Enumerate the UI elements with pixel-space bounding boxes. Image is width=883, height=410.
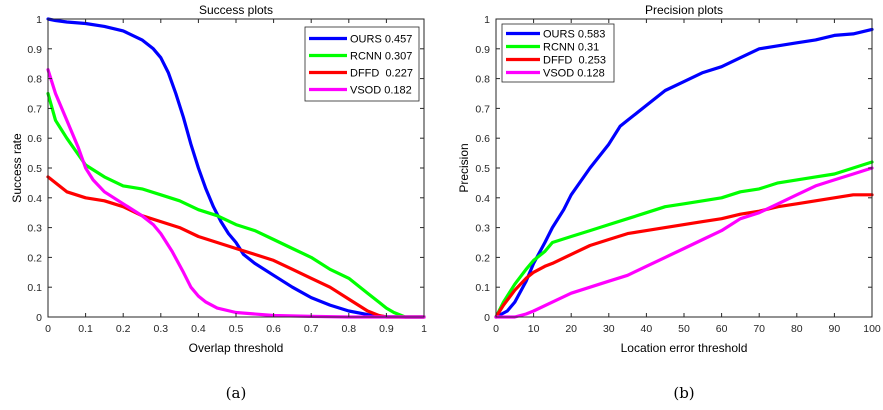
legend-label-2: DFFD 0.227	[350, 68, 413, 80]
y-tick-label: 0.2	[475, 252, 490, 264]
y-tick-label: 0.9	[475, 44, 490, 56]
x-tick-label: 60	[716, 323, 728, 335]
series-layer	[494, 27, 874, 319]
legend-label-1: RCNN 0.307	[350, 51, 412, 63]
y-axis-label: Success rate	[10, 133, 24, 203]
y-tick-label: 0.6	[475, 133, 490, 145]
y-tick-label: 0.5	[27, 163, 42, 175]
y-tick-label: 0	[36, 312, 42, 324]
series-layer	[46, 17, 426, 319]
y-tick-label: 1	[36, 14, 42, 26]
x-tick-label: 0.8	[341, 323, 356, 335]
x-tick-label: 20	[565, 323, 577, 335]
legend-label-3: VSOD 0.128	[543, 68, 605, 80]
legend-label-2: DFFD 0.253	[543, 55, 606, 67]
series-line-3	[46, 68, 426, 319]
success-plot: 0 0.1 0.2 0.3 0.4 0.5 0.6 0.7 0.8 0.9 1 0 0.1 0.2 0.3 0…	[10, 3, 427, 402]
y-tick-label: 0.9	[27, 44, 42, 56]
y-tick-label: 0.6	[27, 133, 42, 145]
x-tick-label: 30	[603, 323, 615, 335]
y-tick-label: 0.8	[27, 74, 42, 86]
x-axis-label: Overlap threshold	[189, 341, 284, 355]
y-tick-label: 0.2	[27, 252, 42, 264]
legend-label-0: OURS 0.583	[543, 29, 605, 41]
y-tick-label: 0	[484, 312, 490, 324]
y-tick-label: 0.3	[475, 223, 490, 235]
y-tick-label: 0.8	[475, 74, 490, 86]
chart-title: Precision plots	[645, 3, 723, 17]
figure-caption: (b)	[673, 384, 694, 402]
x-tick-label: 0.5	[229, 323, 244, 335]
series-line-0	[46, 17, 426, 319]
ticks-layer: 0 0.1 0.2 0.3 0.4 0.5 0.6 0.7 0.8 0.9 1 0 0.1 0.2 0.3 0…	[27, 14, 427, 335]
series-line-1	[46, 91, 426, 319]
x-tick-label: 50	[678, 323, 690, 335]
x-axis-label: Location error threshold	[621, 341, 748, 355]
precision-plot: 0 10 20 30 40 50 60 70 80 90 100 0 0.1 0.2 0.3 0.4 0.5 0.…	[457, 3, 881, 402]
legend: OURS 0.457 RCNN 0.307 DFFD 0.227 VSOD 0.182	[304, 26, 420, 102]
x-tick-label: 0	[493, 323, 499, 335]
x-tick-label: 0.7	[304, 323, 319, 335]
x-tick-label: 90	[829, 323, 841, 335]
series-line-3	[494, 166, 874, 319]
y-tick-label: 0.3	[27, 223, 42, 235]
y-tick-label: 0.4	[27, 193, 42, 205]
x-tick-label: 1	[421, 323, 427, 335]
x-tick-label: 0.4	[191, 323, 206, 335]
x-tick-label: 0.3	[153, 323, 168, 335]
series-line-2	[494, 193, 874, 319]
x-tick-label: 0.9	[379, 323, 394, 335]
x-tick-label: 70	[753, 323, 765, 335]
ticks-layer: 0 10 20 30 40 50 60 70 80 90 100 0 0.1 0.2 0.3 0.4 0.5 0.…	[475, 14, 881, 335]
y-tick-label: 0.4	[475, 193, 490, 205]
y-tick-label: 0.7	[475, 103, 490, 115]
y-tick-label: 0.1	[475, 282, 490, 294]
chart-title: Success plots	[199, 3, 273, 17]
y-axis-label: Precision	[457, 143, 471, 192]
legend-label-3: VSOD 0.182	[350, 85, 412, 97]
legend-label-0: OURS 0.457	[350, 34, 412, 46]
series-line-1	[494, 160, 874, 319]
y-tick-label: 0.5	[475, 163, 490, 175]
x-tick-label: 0.1	[78, 323, 93, 335]
x-tick-label: 80	[791, 323, 803, 335]
x-tick-label: 0.2	[116, 323, 131, 335]
x-tick-label: 0.6	[266, 323, 281, 335]
y-tick-label: 1	[484, 14, 490, 26]
x-tick-label: 40	[641, 323, 653, 335]
legend-label-1: RCNN 0.31	[543, 42, 599, 54]
figure-caption: (a)	[226, 384, 247, 402]
y-tick-label: 0.1	[27, 282, 42, 294]
x-tick-label: 100	[863, 323, 881, 335]
y-tick-label: 0.7	[27, 103, 42, 115]
x-tick-label: 0	[45, 323, 51, 335]
x-tick-label: 10	[528, 323, 540, 335]
